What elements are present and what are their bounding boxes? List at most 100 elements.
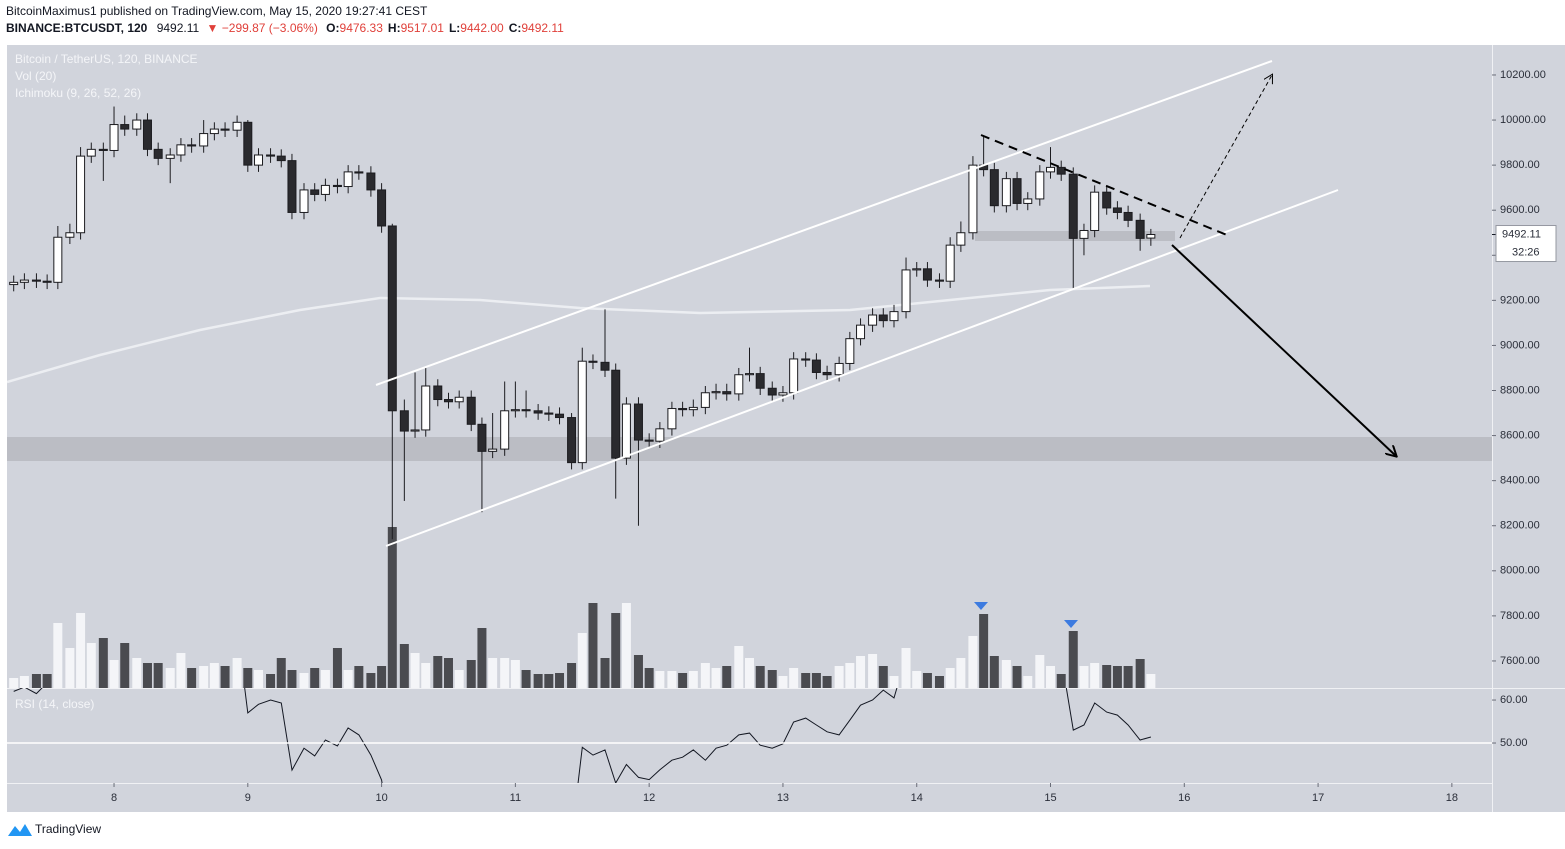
volume-bar — [722, 666, 732, 688]
candle-body — [734, 374, 744, 395]
candle-body — [1102, 191, 1112, 209]
candle-body — [1112, 207, 1122, 213]
candle-body — [209, 128, 219, 135]
symbol: BINANCE:BTCUSDT, 120 — [6, 21, 148, 35]
volume-bar — [477, 628, 487, 688]
candle-body — [153, 148, 163, 159]
candle-body — [621, 403, 631, 459]
candle-body — [811, 359, 821, 373]
time-axis-pane — [7, 783, 1492, 812]
price: 9492.11 — [157, 21, 200, 35]
candle-body — [477, 423, 487, 452]
volume-bar — [822, 676, 832, 688]
y-tick-label: 9600.00 — [1500, 204, 1540, 216]
candle-body — [533, 410, 543, 414]
volume-bar — [109, 660, 119, 688]
candle-body — [98, 148, 108, 151]
x-tick-label: 8 — [111, 792, 117, 804]
y-tick-label: 8800.00 — [1500, 384, 1540, 396]
candle-body — [142, 119, 152, 150]
price-axis-pane — [1492, 45, 1565, 783]
y-tick-label: 8200.00 — [1500, 520, 1540, 532]
candle-body — [1135, 219, 1145, 239]
candle-body — [934, 279, 944, 282]
x-tick-label: 10 — [375, 792, 387, 804]
y-tick-label: 9200.00 — [1500, 294, 1540, 306]
candle-body — [822, 371, 832, 376]
candle-body — [232, 121, 242, 131]
volume-bar — [98, 638, 108, 688]
support-zone — [7, 437, 1492, 461]
volume-bar — [611, 613, 621, 688]
volume-bar — [845, 663, 855, 688]
volume-bar — [945, 668, 955, 688]
volume-bar — [811, 673, 821, 688]
volume-bar — [644, 668, 654, 688]
volume-bar — [1102, 665, 1112, 688]
volume-bar — [343, 670, 353, 688]
y-tick-label: 8400.00 — [1500, 475, 1540, 487]
candle-body — [176, 144, 186, 156]
candle-body — [433, 385, 443, 401]
candle-body — [789, 358, 799, 394]
volume-bar — [120, 643, 130, 688]
candle-body — [243, 121, 253, 166]
symbol-line: BINANCE:BTCUSDT, 120 9492.11 ▼ −299.87 (… — [6, 21, 564, 35]
candle-body — [1068, 173, 1078, 239]
volume-bar — [1135, 659, 1145, 688]
signal-marker — [1064, 620, 1078, 628]
rsi-tick-label: 50.00 — [1500, 737, 1528, 749]
candle-body — [1001, 178, 1011, 207]
volume-bar — [934, 676, 944, 688]
y-tick-label: 9800.00 — [1500, 159, 1540, 171]
signal-marker — [974, 602, 988, 610]
volume-bar — [42, 674, 52, 688]
candle-body — [310, 189, 320, 195]
volume-bar — [153, 663, 163, 688]
ohlc-value: 9517.01 — [401, 21, 445, 35]
volume-bar — [711, 668, 721, 688]
volume-bar — [700, 663, 710, 688]
candle-body — [611, 369, 621, 459]
candle-body — [76, 155, 86, 234]
candle-body — [521, 409, 531, 412]
volume-bar — [1001, 660, 1011, 688]
ohlc-value: 9492.11 — [521, 21, 564, 35]
legend-volume: Vol (20) — [15, 69, 56, 83]
candle-body — [1035, 171, 1045, 200]
volume-bar — [299, 673, 309, 688]
rsi-tick-label: 60.00 — [1500, 694, 1528, 706]
volume-bar — [544, 674, 554, 688]
x-tick-label: 15 — [1044, 792, 1056, 804]
candle-body — [678, 408, 688, 411]
volume-bar — [901, 648, 911, 688]
candle-body — [187, 144, 197, 147]
candle-body — [555, 413, 565, 419]
volume-bar — [466, 660, 476, 688]
volume-bar — [567, 663, 577, 688]
volume-bar — [377, 666, 387, 688]
volume-bar — [320, 670, 330, 688]
volume-bar — [979, 614, 989, 688]
candle-body — [9, 281, 19, 286]
volume-bar — [510, 660, 520, 688]
candle-body — [443, 399, 453, 403]
volume-bar — [332, 648, 342, 688]
bull-arrow — [1179, 75, 1272, 239]
volume-bar — [1056, 674, 1066, 688]
candle-body — [767, 387, 777, 396]
volume-bar — [19, 676, 29, 688]
candle-body — [199, 133, 209, 147]
volume-bar — [1046, 666, 1056, 688]
candle-body — [366, 172, 376, 191]
volume-bar — [1068, 631, 1078, 688]
volume-bar — [454, 670, 464, 688]
footer-brand: TradingView — [35, 822, 101, 836]
candle-body — [901, 269, 911, 313]
candle-body — [845, 338, 855, 364]
volume-bar — [889, 676, 899, 688]
candle-body — [410, 429, 420, 432]
volume-bar — [1035, 655, 1045, 688]
